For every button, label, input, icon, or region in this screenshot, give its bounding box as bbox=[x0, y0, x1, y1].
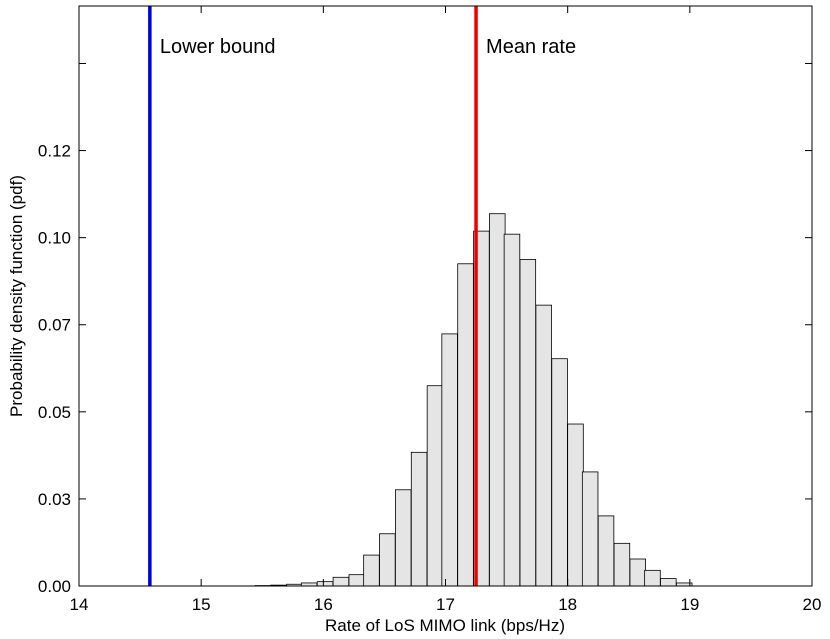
y-tick-label: 0.12 bbox=[38, 142, 71, 161]
histogram-bar bbox=[519, 259, 537, 587]
histogram-bar bbox=[363, 554, 380, 587]
histogram-bar bbox=[613, 542, 631, 587]
x-tick-label: 15 bbox=[192, 595, 211, 614]
histogram-bar bbox=[489, 213, 506, 587]
bars-layer bbox=[254, 213, 693, 587]
marker-lines-layer: Lower bound Mean rate bbox=[148, 6, 576, 586]
x-tick-label: 19 bbox=[680, 595, 699, 614]
x-tick-label: 18 bbox=[558, 595, 577, 614]
histogram-bar bbox=[426, 385, 444, 587]
histogram-bar bbox=[348, 574, 366, 587]
x-tick-label: 20 bbox=[803, 595, 822, 614]
histogram-bar bbox=[535, 304, 552, 587]
x-tick-label: 14 bbox=[70, 595, 89, 614]
x-tick-label: 16 bbox=[314, 595, 333, 614]
x-axis-label: Rate of LoS MIMO link (bps/Hz) bbox=[325, 616, 565, 635]
histogram-bar bbox=[395, 489, 412, 587]
x-axis: 14 15 16 17 18 19 20 bbox=[70, 6, 822, 614]
y-axis-label: Probability density function (pdf) bbox=[7, 175, 26, 417]
histogram-bar bbox=[660, 578, 677, 587]
y-tick-label: 0.07 bbox=[38, 316, 71, 335]
mean-rate-label: Mean rate bbox=[486, 36, 576, 58]
histogram-bar bbox=[441, 333, 458, 587]
y-tick-label: 0.03 bbox=[38, 490, 71, 509]
histogram-bar bbox=[410, 451, 428, 587]
x-tick-label: 17 bbox=[436, 595, 455, 614]
histogram-bar bbox=[316, 581, 334, 587]
histogram-bar bbox=[457, 263, 474, 587]
histogram-bar bbox=[597, 515, 615, 587]
y-tick-label: 0.05 bbox=[38, 403, 71, 422]
histogram-bar bbox=[332, 576, 350, 587]
y-tick-label: 0.00 bbox=[38, 577, 71, 596]
y-axis: 0.00 0.03 0.05 0.07 0.10 0.12 bbox=[38, 62, 812, 596]
histogram-bar bbox=[644, 569, 661, 587]
lower-bound-label: Lower bound bbox=[160, 36, 276, 58]
histogram-bar bbox=[551, 358, 568, 587]
histogram-bar bbox=[567, 423, 584, 587]
histogram-bar bbox=[629, 558, 647, 587]
histogram-bar bbox=[503, 233, 521, 587]
histogram-bar bbox=[581, 471, 599, 587]
y-tick-label: 0.10 bbox=[38, 229, 71, 248]
histogram-bar bbox=[379, 533, 396, 587]
